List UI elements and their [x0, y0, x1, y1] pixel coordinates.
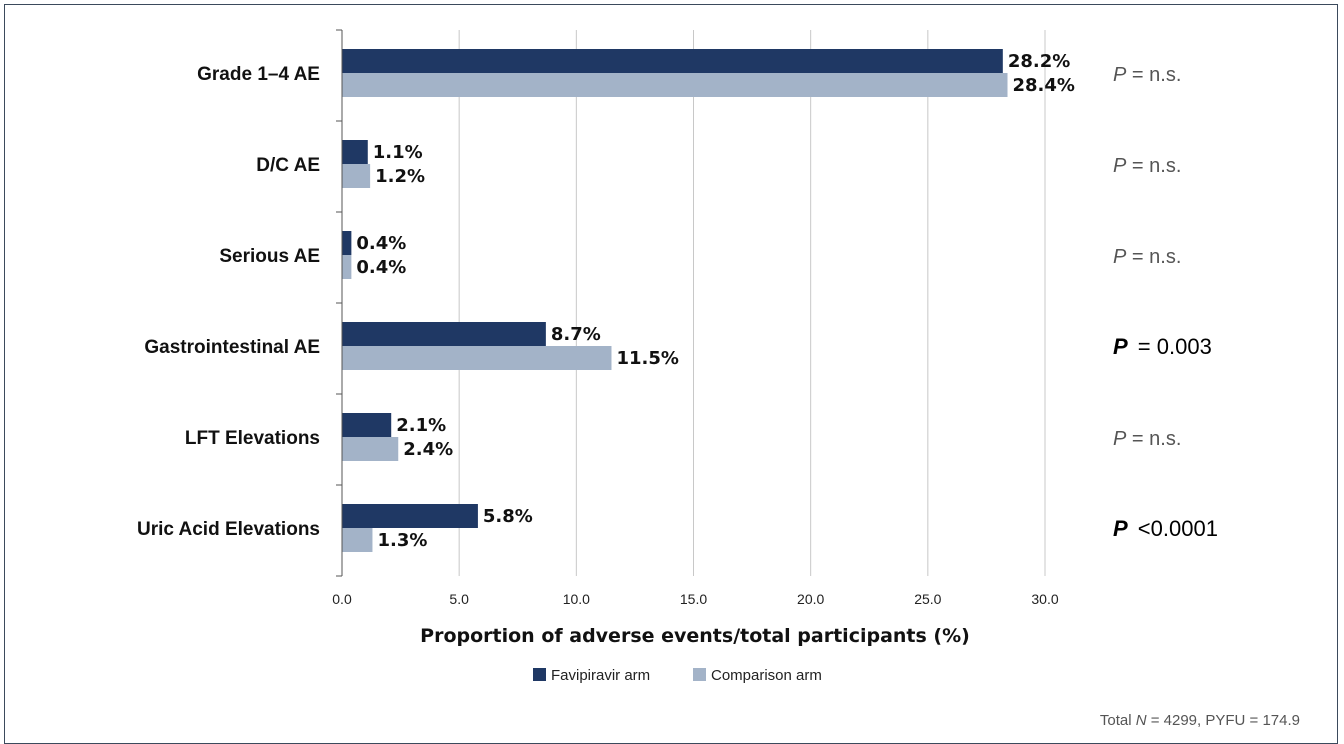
- legend-label-favipiravir: Favipiravir arm: [551, 667, 650, 684]
- x-axis-label: Proportion of adverse events/total parti…: [420, 625, 970, 647]
- data-label: 8.7%: [551, 324, 601, 345]
- category-label: Gastrointestinal AE: [144, 337, 320, 358]
- data-label: 1.1%: [373, 142, 423, 163]
- category-label: LFT Elevations: [185, 428, 320, 449]
- bar-comparison: [342, 255, 352, 279]
- category-label: Uric Acid Elevations: [137, 519, 320, 540]
- y-axis: [336, 29, 343, 577]
- x-tick-label: 5.0: [449, 591, 469, 607]
- bar-comparison: [342, 346, 612, 370]
- bar-comparison: [342, 437, 399, 461]
- x-tick-label: 20.0: [797, 591, 824, 607]
- legend-swatch-comparison: [693, 668, 706, 681]
- p-value-label: P = n.s.: [1113, 246, 1181, 268]
- category-label: Serious AE: [219, 246, 320, 267]
- footnote: Total N = 4299, PYFU = 174.9: [1100, 712, 1300, 729]
- x-tick-label: 25.0: [914, 591, 941, 607]
- data-label: 1.2%: [375, 166, 425, 187]
- value-labels: 28.2% 28.4% 1.1% 1.2% 0.4% 0.4% 8.7% 11.5% 2.1% 2…: [356, 51, 1075, 551]
- data-label: 1.3%: [377, 530, 427, 551]
- data-label: 2.4%: [403, 439, 453, 460]
- legend: Favipiravir arm Comparison arm: [533, 667, 822, 684]
- bar-comparison: [342, 164, 371, 188]
- p-value-label: P <0.0001: [1113, 516, 1218, 541]
- bars: [342, 49, 1008, 552]
- bar-favipiravir: [342, 504, 478, 528]
- p-value-label: P = n.s.: [1113, 428, 1181, 450]
- x-tick-label: 15.0: [680, 591, 707, 607]
- x-tick-label: 30.0: [1031, 591, 1058, 607]
- bar-favipiravir: [342, 49, 1003, 73]
- bar-favipiravir: [342, 231, 352, 255]
- legend-label-comparison: Comparison arm: [711, 667, 822, 684]
- data-label: 2.1%: [396, 415, 446, 436]
- category-label: Grade 1–4 AE: [197, 64, 320, 85]
- grid-lines: [458, 30, 1046, 576]
- legend-swatch-favipiravir: [533, 668, 546, 681]
- x-tick-label: 10.0: [563, 591, 590, 607]
- bar-favipiravir: [342, 413, 392, 437]
- category-label: D/C AE: [256, 155, 320, 176]
- bar-favipiravir: [342, 140, 368, 164]
- category-labels: Grade 1–4 AE D/C AE Serious AE Gastrointest…: [137, 64, 320, 540]
- data-label: 11.5%: [616, 348, 678, 369]
- x-tick-label: 0.0: [332, 591, 352, 607]
- p-value-label: P = 0.003: [1113, 334, 1212, 359]
- p-value-labels: P = n.s. P = n.s. P = n.s. P = 0.003 P = n.s…: [1113, 64, 1218, 541]
- bar-comparison: [342, 528, 373, 552]
- data-label: 0.4%: [356, 233, 406, 254]
- data-label: 5.8%: [483, 506, 533, 527]
- p-value-label: P = n.s.: [1113, 155, 1181, 177]
- bar-comparison: [342, 73, 1008, 97]
- x-tick-labels: 0.0 5.0 10.0 15.0 20.0 25.0 30.0: [332, 591, 1059, 607]
- bar-favipiravir: [342, 322, 546, 346]
- data-label: 28.2%: [1008, 51, 1070, 72]
- data-label: 0.4%: [356, 257, 406, 278]
- p-value-label: P = n.s.: [1113, 64, 1181, 86]
- data-label: 28.4%: [1013, 75, 1075, 96]
